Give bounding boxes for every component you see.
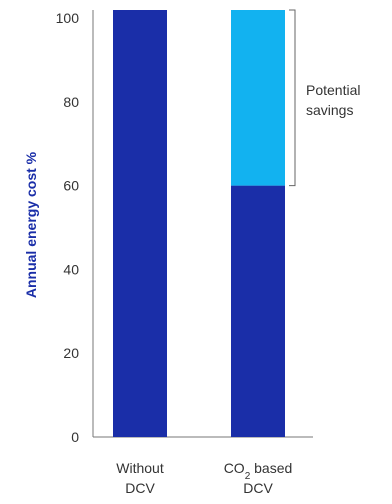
bar-segment — [231, 185, 285, 437]
y-tick-label: 80 — [63, 94, 79, 110]
x-category-label: Without — [116, 460, 164, 476]
y-tick-label: 40 — [63, 261, 79, 277]
y-tick-label: 100 — [56, 10, 80, 26]
savings-bracket — [289, 9, 296, 187]
x-category-label-part: based — [250, 460, 292, 476]
x-category-label-subscript: 2 — [245, 471, 251, 482]
x-category-label: CO2 based — [224, 460, 293, 482]
y-axis-label: Annual energy cost % — [23, 151, 39, 298]
annotation-text: Potential — [306, 82, 360, 98]
y-tick-label: 20 — [63, 345, 79, 361]
y-tick-label: 0 — [71, 429, 79, 445]
annotation-text: savings — [306, 102, 353, 118]
x-category-label: DCV — [125, 480, 155, 496]
x-category-label: DCV — [243, 480, 273, 496]
y-tick-label: 60 — [63, 178, 79, 194]
x-category-label-part: CO — [224, 460, 245, 476]
bar-segment — [113, 10, 167, 437]
bar-segment — [231, 10, 285, 186]
